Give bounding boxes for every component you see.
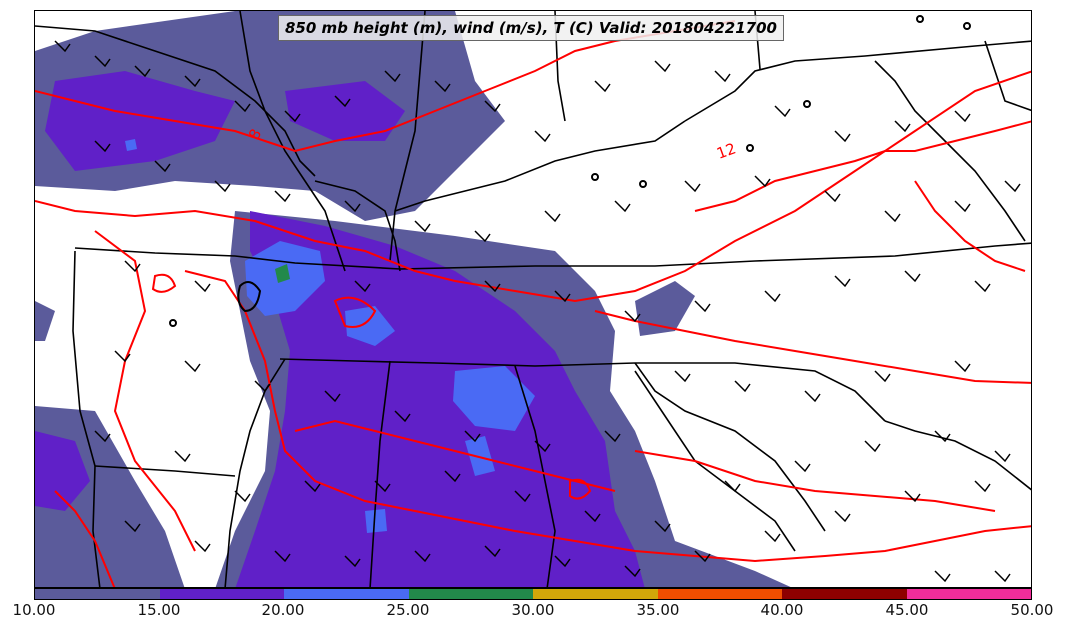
colorbar-tick-label: 15.00 — [137, 601, 181, 619]
colorbar-segment-25-30 — [408, 589, 533, 599]
colorbar-tick-label: 25.00 — [386, 601, 430, 619]
colorbar-segment-30-35 — [533, 589, 658, 599]
contour-label-12: 12 — [714, 139, 738, 162]
height-contours — [169, 15, 971, 327]
colorbar-tick-label: 45.00 — [885, 601, 929, 619]
colorbar-segment-20-25 — [284, 589, 409, 599]
colorbar-tick-label: 50.00 — [1010, 601, 1054, 619]
wind-barbs — [54, 40, 1021, 583]
colorbar-segment-45-50 — [906, 589, 1031, 599]
colorbar-segment-10-15 — [35, 589, 160, 599]
colorbar-tick-labels: 10.00 15.00 20.00 25.00 30.00 35.00 40.0… — [0, 601, 1065, 625]
wind-shading-15-20 — [35, 71, 645, 587]
map-title: 850 mb height (m), wind (m/s), T (C) Val… — [278, 15, 784, 41]
colorbar-tick-label: 30.00 — [511, 601, 555, 619]
colorbar — [34, 588, 1032, 600]
colorbar-segment-35-40 — [657, 589, 782, 599]
colorbar-segment-15-20 — [159, 589, 284, 599]
colorbar-tick-label: 20.00 — [261, 601, 305, 619]
wind-shading-25-30 — [275, 264, 290, 283]
map-canvas: 8 12 — [35, 11, 1031, 587]
colorbar-tick-label: 10.00 — [12, 601, 56, 619]
colorbar-segment-40-45 — [782, 589, 907, 599]
colorbar-tick-label: 40.00 — [760, 601, 804, 619]
map-panel: 8 12 — [34, 10, 1032, 588]
colorbar-tick-label: 35.00 — [636, 601, 680, 619]
